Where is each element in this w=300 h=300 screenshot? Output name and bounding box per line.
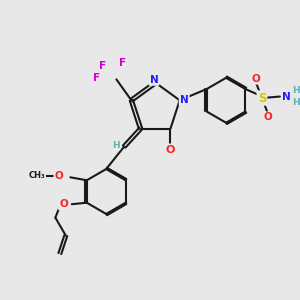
- Text: H: H: [292, 86, 300, 95]
- Text: O: O: [252, 74, 260, 84]
- Text: O: O: [59, 199, 68, 209]
- Text: N: N: [180, 95, 189, 105]
- Text: O: O: [263, 112, 272, 122]
- Text: N: N: [282, 92, 291, 101]
- Text: F: F: [99, 61, 106, 71]
- Text: O: O: [166, 145, 175, 154]
- Text: CH₃: CH₃: [28, 171, 45, 180]
- Text: F: F: [93, 73, 100, 83]
- Text: H: H: [292, 98, 300, 107]
- Text: N: N: [150, 75, 158, 85]
- Text: S: S: [258, 92, 266, 104]
- Text: O: O: [55, 171, 63, 181]
- Text: H: H: [112, 141, 120, 150]
- Text: F: F: [119, 58, 126, 68]
